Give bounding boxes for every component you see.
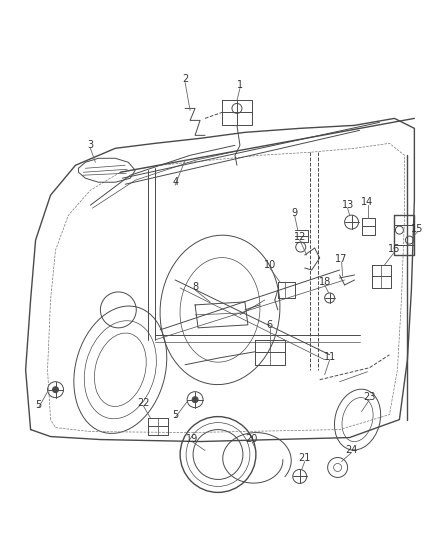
Text: 16: 16 [389, 244, 401, 254]
Text: 14: 14 [361, 197, 374, 207]
Text: 15: 15 [411, 224, 424, 234]
Circle shape [192, 397, 198, 402]
Text: 4: 4 [172, 177, 178, 187]
Text: 10: 10 [264, 260, 276, 270]
Text: 5: 5 [172, 410, 178, 419]
Text: 20: 20 [246, 433, 258, 443]
Text: 24: 24 [346, 445, 358, 455]
Text: 6: 6 [267, 320, 273, 330]
Text: 13: 13 [342, 200, 354, 210]
Text: 1: 1 [237, 80, 243, 91]
Text: 19: 19 [186, 433, 198, 443]
Text: 12: 12 [293, 232, 306, 242]
Text: 11: 11 [324, 352, 336, 362]
Text: 23: 23 [364, 392, 376, 402]
Text: 17: 17 [336, 254, 348, 264]
Text: 18: 18 [318, 277, 331, 287]
Text: 22: 22 [137, 398, 149, 408]
Circle shape [53, 386, 59, 393]
Text: 8: 8 [192, 282, 198, 292]
Text: 21: 21 [299, 454, 311, 464]
Text: 2: 2 [182, 75, 188, 85]
Text: 3: 3 [87, 140, 93, 150]
Text: 5: 5 [35, 400, 42, 410]
Text: 9: 9 [292, 208, 298, 218]
